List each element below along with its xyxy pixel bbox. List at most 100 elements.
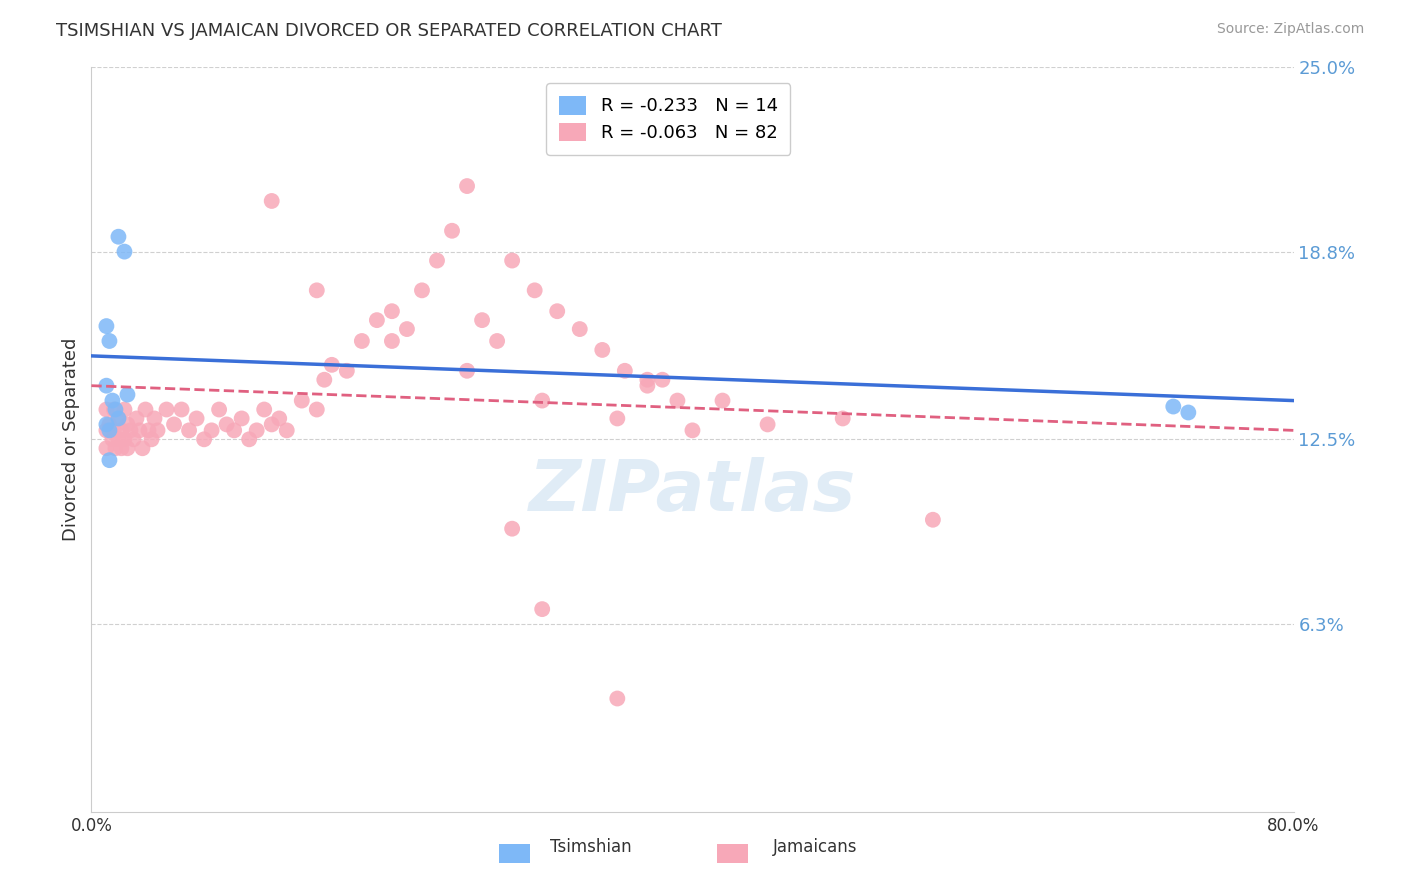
Point [107, 433, 129, 447]
Point [163, 417, 186, 432]
Point [122, 433, 145, 447]
Point [606, 411, 628, 425]
Point [395, 322, 418, 336]
Point [131, 442, 153, 456]
Point [711, 393, 734, 408]
Legend: R = -0.233   N = 14, R = -0.063   N = 82: R = -0.233 N = 14, R = -0.063 N = 82 [547, 83, 790, 154]
Point [606, 691, 628, 706]
Text: Source: ZipAtlas.com: Source: ZipAtlas.com [1216, 22, 1364, 37]
Point [98, 423, 121, 437]
Point [831, 411, 853, 425]
Point [114, 433, 136, 447]
Point [321, 358, 343, 372]
Point [138, 423, 160, 437]
Point [231, 411, 253, 425]
Point [651, 373, 673, 387]
Point [96, 378, 118, 392]
Point [103, 423, 125, 437]
Point [143, 411, 166, 425]
Point [456, 364, 478, 378]
Point [193, 433, 215, 447]
Point [636, 378, 658, 392]
Point [305, 402, 328, 417]
Point [117, 387, 139, 401]
Point [291, 393, 314, 408]
Point [186, 411, 208, 425]
Point [98, 334, 121, 348]
Point [531, 602, 554, 616]
Point [201, 423, 224, 437]
Point [134, 402, 156, 417]
Point [260, 417, 283, 432]
Point [110, 423, 132, 437]
Point [613, 364, 636, 378]
Point [128, 423, 150, 437]
Point [501, 253, 523, 268]
Point [260, 194, 283, 208]
Point [120, 423, 142, 437]
Y-axis label: Divorced or Separated: Divorced or Separated [62, 338, 80, 541]
Point [336, 364, 359, 378]
Point [98, 417, 121, 432]
Text: TSIMSHIAN VS JAMAICAN DIVORCED OR SEPARATED CORRELATION CHART: TSIMSHIAN VS JAMAICAN DIVORCED OR SEPARA… [56, 22, 723, 40]
Point [305, 284, 328, 298]
Point [101, 433, 124, 447]
Text: Tsimshian: Tsimshian [550, 838, 631, 855]
Point [125, 411, 148, 425]
Point [666, 393, 689, 408]
Point [546, 304, 568, 318]
Point [636, 373, 658, 387]
Point [107, 411, 129, 425]
Point [381, 334, 404, 348]
Point [922, 513, 945, 527]
Point [96, 423, 118, 437]
Point [246, 423, 269, 437]
Point [314, 373, 336, 387]
Point [208, 402, 231, 417]
Point [104, 442, 127, 456]
Point [531, 393, 554, 408]
Point [110, 442, 132, 456]
Point [486, 334, 509, 348]
Point [681, 423, 703, 437]
Point [104, 402, 127, 417]
Point [107, 229, 129, 244]
Text: ZIPatlas: ZIPatlas [529, 457, 856, 526]
Point [177, 423, 200, 437]
Point [426, 253, 449, 268]
Point [117, 442, 139, 456]
Point [501, 522, 523, 536]
Point [591, 343, 613, 357]
Point [1161, 400, 1184, 414]
Point [114, 402, 136, 417]
Point [411, 284, 433, 298]
Point [471, 313, 494, 327]
Point [155, 402, 177, 417]
Point [366, 313, 388, 327]
Point [440, 224, 463, 238]
Point [96, 417, 118, 432]
Point [107, 411, 129, 425]
Point [96, 442, 118, 456]
Point [1177, 405, 1199, 419]
Point [101, 393, 124, 408]
Point [269, 411, 291, 425]
Point [381, 304, 404, 318]
Point [114, 244, 136, 259]
Point [224, 423, 246, 437]
Point [238, 433, 260, 447]
Point [103, 402, 125, 417]
Point [170, 402, 193, 417]
Point [117, 417, 139, 432]
Point [215, 417, 238, 432]
Point [96, 402, 118, 417]
Point [756, 417, 779, 432]
Point [276, 423, 298, 437]
Point [253, 402, 276, 417]
Point [523, 284, 546, 298]
Point [568, 322, 591, 336]
Point [96, 319, 118, 334]
Point [141, 433, 163, 447]
Point [146, 423, 169, 437]
Point [456, 179, 478, 194]
